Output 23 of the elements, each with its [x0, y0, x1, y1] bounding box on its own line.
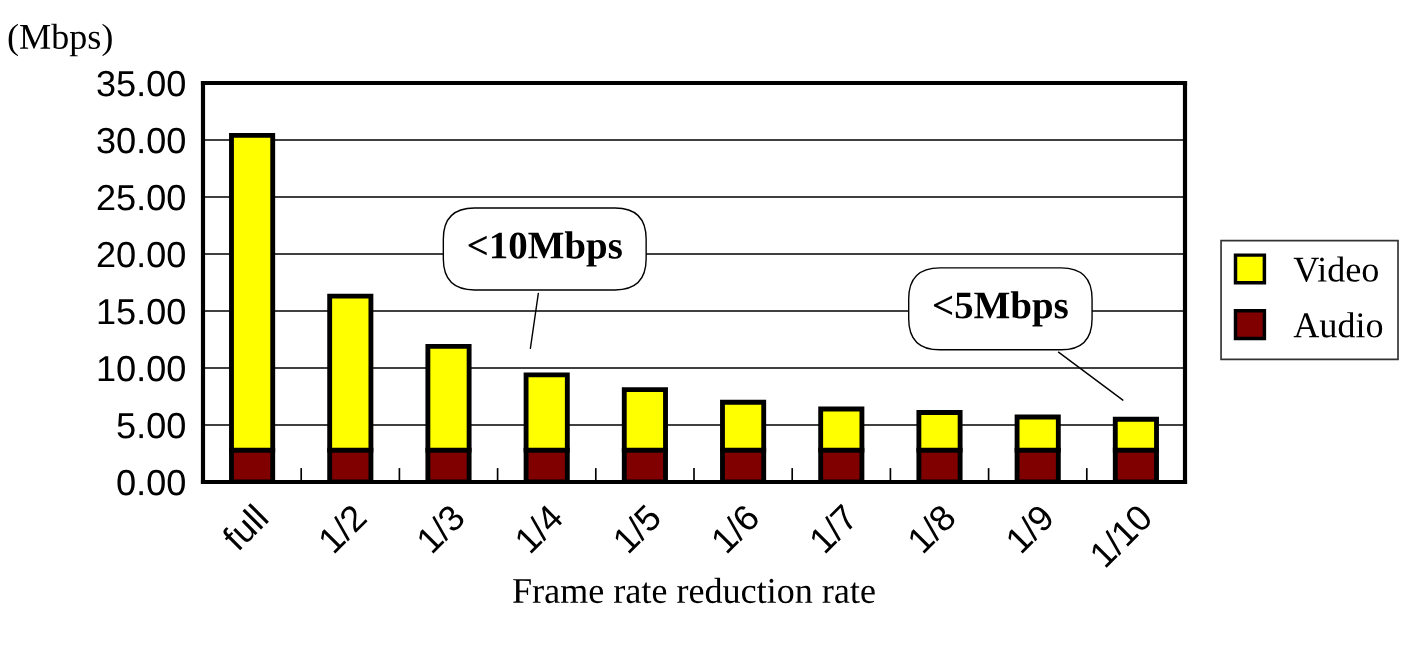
y-tick-label: 25.00: [97, 184, 185, 211]
y-tick-label: 30.00: [97, 127, 185, 154]
y-tick-label: 20.00: [97, 241, 185, 268]
y-tick-label: 5.00: [117, 412, 185, 439]
x-tick-label: 1/6: [709, 502, 761, 554]
x-tick-label: 1/5: [611, 502, 663, 554]
x-tick-label: 1/9: [1004, 502, 1056, 554]
y-tick-label: 0.00: [117, 469, 185, 496]
y-axis-title: (Mbps): [8, 23, 112, 57]
annotation: <10Mbps: [468, 231, 622, 267]
y-tick-label: 15.00: [98, 298, 185, 325]
y-tick-label: 35.00: [97, 70, 185, 97]
annotation: <5Mbps: [933, 291, 1068, 327]
y-tick-label: 10.00: [98, 355, 185, 382]
legend-label: Video: [1293, 256, 1378, 283]
x-tick-label: 1/8: [905, 502, 958, 554]
x-tick-label: full: [219, 503, 270, 553]
x-tick-label: 1/2: [316, 502, 368, 554]
x-tick-label: 1/7: [807, 502, 859, 554]
x-axis-title: Frame rate reduction rate: [513, 577, 875, 604]
x-tick-label: 1/3: [414, 502, 467, 554]
x-tick-label: 1/4: [513, 502, 565, 554]
legend-label: Audio: [1293, 312, 1383, 338]
